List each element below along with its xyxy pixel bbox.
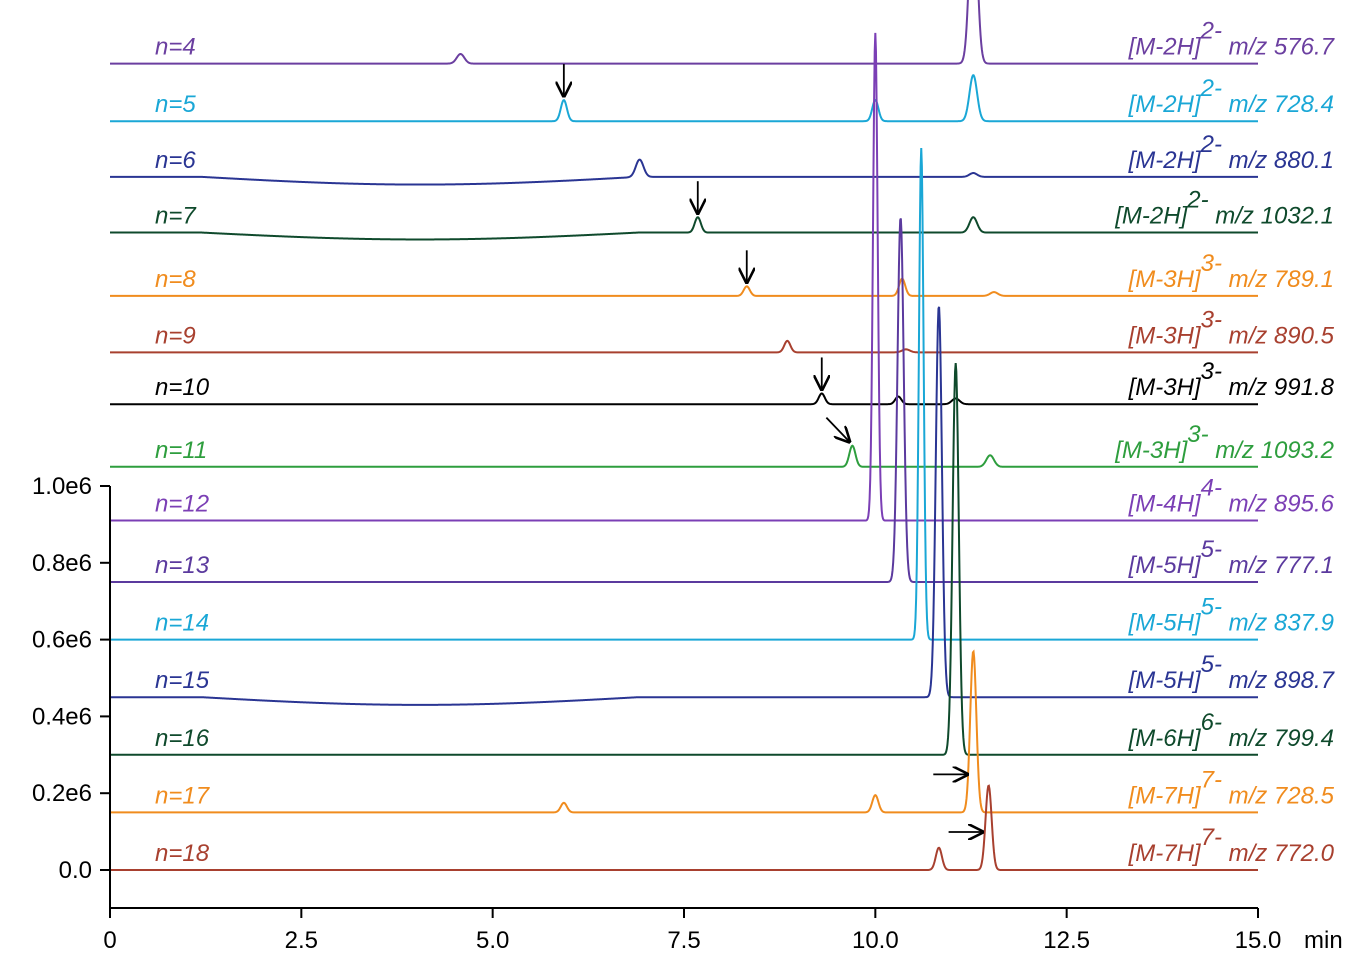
trace-label: n=12	[155, 491, 209, 518]
x-tick-label: 12.5	[1043, 927, 1090, 954]
trace-lines	[110, 0, 1258, 871]
trace-line	[110, 339, 1258, 354]
axes: 0.0 0.2e6 0.4e6 0.6e6 0.8e6 1.0e6 0 2.5 5.0 7.5 10…	[32, 473, 1343, 954]
trace-line	[110, 306, 1258, 706]
trace-line	[110, 216, 1258, 241]
trace-label: n=7	[155, 203, 197, 230]
trace-label: n=8	[155, 266, 196, 293]
x-tick-label: 2.5	[285, 927, 318, 954]
ion-label: [M-3H]3- m/z 789.1	[1128, 250, 1334, 293]
trace-line	[110, 32, 1258, 522]
trace-line	[110, 158, 1258, 186]
ion-label: [M-3H]3- m/z 890.5	[1128, 306, 1335, 349]
trace-label: n=4	[155, 34, 196, 61]
y-tick-label: 0.6e6	[32, 627, 92, 654]
peak-arrow	[825, 417, 849, 442]
x-tick-label: 0	[103, 927, 116, 954]
trace-line	[110, 392, 1258, 406]
ion-label: [M-7H]7- m/z 772.0	[1128, 824, 1335, 867]
x-tick-label: 15.0	[1235, 927, 1282, 954]
x-tick-label: 7.5	[667, 927, 700, 954]
x-unit-label: min	[1304, 927, 1343, 954]
ion-label: [M-6H]6- m/z 799.4	[1128, 709, 1334, 752]
trace-line	[110, 277, 1258, 297]
ion-label: [M-7H]7- m/z 728.5	[1128, 766, 1335, 809]
x-tick-label: 10.0	[852, 927, 899, 954]
trace-line	[110, 784, 1258, 871]
trace-label: n=14	[155, 610, 209, 637]
ion-label: [M-5H]5- m/z 898.7	[1128, 651, 1336, 694]
y-tick-label: 1.0e6	[32, 473, 92, 500]
trace-label: n=6	[155, 147, 196, 174]
trace-line	[110, 74, 1258, 123]
trace-line	[110, 649, 1258, 814]
trace-label: n=15	[155, 667, 210, 694]
ion-label: [M-3H]3- m/z 991.8	[1128, 358, 1335, 401]
trace-label: n=11	[155, 437, 207, 464]
ion-label: [M-3H]3- m/z 1093.2	[1114, 421, 1334, 464]
peak-arrows	[564, 64, 983, 832]
trace-line	[110, 218, 1258, 583]
trace-line	[110, 444, 1258, 468]
ion-labels: [M-2H]2- m/z 576.7 [M-2H]2- m/z 728.4 [M-2…	[1114, 18, 1335, 867]
ion-label: [M-5H]5- m/z 777.1	[1128, 536, 1334, 579]
trace-labels: n=4 n=5 n=6 n=7 n=8 n=9 n=10 n=11 n=12 n=13 n=14 n=…	[155, 34, 211, 867]
y-tick-label: 0.2e6	[32, 780, 92, 807]
ion-label: [M-2H]2- m/z 576.7	[1128, 18, 1336, 61]
x-tick-label: 5.0	[476, 927, 509, 954]
trace-line	[110, 363, 1258, 756]
trace-label: n=13	[155, 552, 210, 579]
trace-label: n=10	[155, 374, 210, 401]
y-tick-label: 0.4e6	[32, 703, 92, 730]
ion-label: [M-2H]2- m/z 728.4	[1128, 75, 1334, 118]
trace-line	[110, 148, 1258, 641]
trace-label: n=5	[155, 91, 196, 118]
ion-label: [M-4H]4- m/z 895.6	[1128, 475, 1335, 518]
trace-label: n=18	[155, 840, 210, 867]
y-tick-label: 0.0	[59, 857, 92, 884]
ion-label: [M-2H]2- m/z 880.1	[1128, 131, 1334, 174]
trace-label: n=17	[155, 782, 211, 809]
trace-label: n=16	[155, 725, 210, 752]
trace-label: n=9	[155, 322, 196, 349]
trace-line	[110, 0, 1258, 65]
y-tick-label: 0.8e6	[32, 550, 92, 577]
ion-label: [M-2H]2- m/z 1032.1	[1114, 187, 1334, 230]
ion-label: [M-5H]5- m/z 837.9	[1128, 594, 1334, 637]
